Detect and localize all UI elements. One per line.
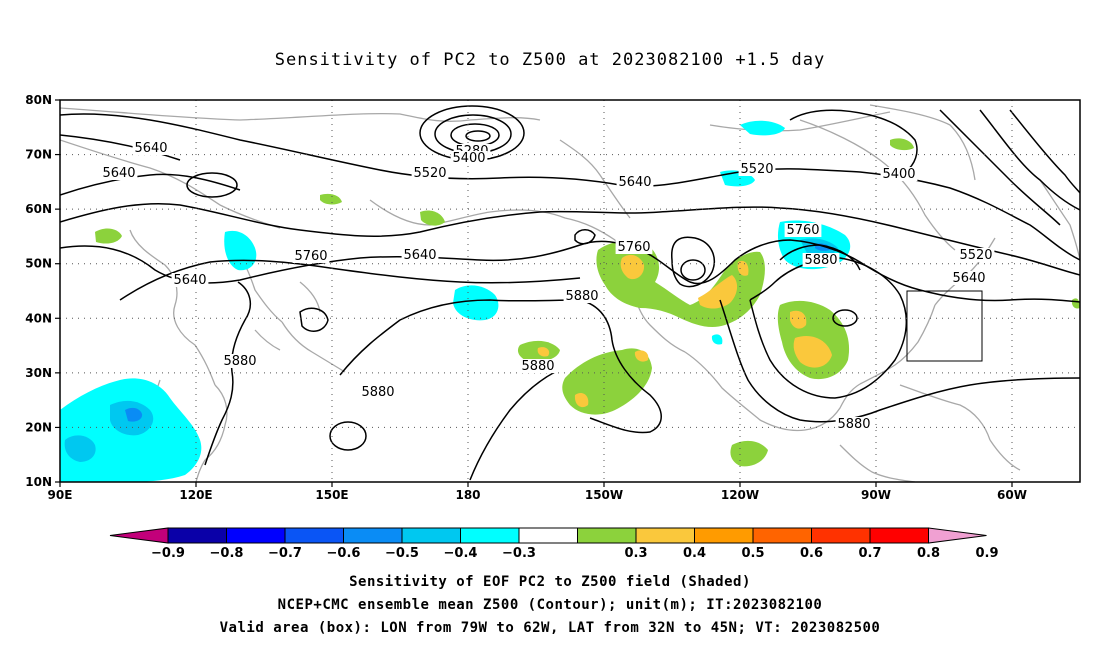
contour-label: 5880 [837, 417, 870, 432]
colorbar-segment [226, 527, 286, 544]
colorbar-label: 0.3 [624, 546, 647, 561]
colorbar-segment [460, 527, 520, 544]
lat-tick-label: 60N [25, 202, 52, 216]
colorbar-label: −0.7 [268, 546, 302, 561]
contour-label: 5640 [618, 175, 651, 190]
colorbar-label: 0.8 [917, 546, 940, 561]
lat-tick-label: 50N [25, 257, 52, 271]
lon-tick-label: 180 [455, 488, 480, 502]
lon-tick-label: 120W [721, 488, 759, 502]
colorbar-segment [401, 527, 461, 544]
colorbar-segment [167, 527, 227, 544]
contour-label: 5520 [959, 248, 992, 263]
valid-area-box [906, 290, 983, 362]
sensitivity-shading [60, 120, 1080, 482]
contour-label: 5400 [882, 167, 915, 182]
contour-label: 5400 [452, 151, 485, 166]
contour-label: 5880 [223, 354, 256, 369]
colorbar-label: 0.7 [858, 546, 881, 561]
chart-title: Sensitivity of PC2 to Z500 at 2023082100… [274, 50, 826, 70]
lat-tick-label: 70N [25, 148, 52, 162]
colorbar-segment [284, 527, 344, 544]
colorbar-segment [577, 527, 637, 544]
contour-label: 5880 [521, 359, 554, 374]
colorbar-label: −0.3 [502, 546, 536, 561]
contour-label: 5520 [740, 162, 773, 177]
lon-tick-label: 60W [997, 488, 1027, 502]
contour-label: 5880 [804, 253, 837, 268]
colorbar-segment [518, 527, 578, 544]
lat-tick-label: 20N [25, 420, 52, 434]
colorbar-label: 0.5 [741, 546, 764, 561]
colorbar-label: 0.9 [975, 546, 998, 561]
colorbar-label: −0.5 [385, 546, 419, 561]
contour-label: 5880 [361, 385, 394, 400]
lon-tick-label: 90W [861, 488, 891, 502]
caption-line-1: Sensitivity of EOF PC2 to Z500 field (Sh… [349, 574, 751, 590]
lat-axis: 80N 70N 60N 50N 40N 30N 20N 10N [25, 93, 60, 489]
lon-tick-label: 90E [48, 488, 73, 502]
map-plot-area [60, 104, 1080, 482]
colorbar-label: 0.4 [683, 546, 706, 561]
coastlines [60, 104, 1080, 482]
colorbar-segment [635, 527, 695, 544]
contour-label: 5880 [565, 289, 598, 304]
lon-tick-label: 150E [315, 488, 348, 502]
lat-tick-label: 40N [25, 311, 52, 325]
colorbar-label: −0.6 [327, 546, 361, 561]
contour-label: 5520 [413, 166, 446, 181]
caption-line-2: NCEP+CMC ensemble mean Z500 (Contour); u… [277, 597, 823, 613]
contour-labels: 5640564056405280540055205640552054005760… [100, 141, 995, 432]
colorbar-right-arrow [928, 527, 987, 544]
contour-label: 5640 [102, 166, 135, 181]
colorbar-segment [343, 527, 403, 544]
colorbar-segment [752, 527, 812, 544]
contour-label: 5760 [294, 249, 327, 264]
contour-label: 5640 [403, 248, 436, 263]
lon-axis: 90E 120E 150E 180 150W 120W 90W 60W [48, 482, 1027, 502]
lon-tick-label: 150W [585, 488, 623, 502]
colorbar: −0.9 −0.8 −0.7 −0.6 −0.5 −0.4 −0.3 0.3 0.4 0.5 0.6… [109, 527, 999, 561]
contour-label: 5760 [786, 223, 819, 238]
contour-label: 5640 [173, 273, 206, 288]
contour-label: 5640 [134, 141, 167, 156]
z500-contours [60, 105, 1080, 481]
lat-tick-label: 80N [25, 93, 52, 107]
lat-tick-label: 30N [25, 366, 52, 380]
map-gridlines [60, 100, 1080, 482]
colorbar-segment [694, 527, 754, 544]
contour-label: 5760 [617, 240, 650, 255]
colorbar-label: −0.9 [151, 546, 185, 561]
map-frame [59, 99, 1081, 483]
colorbar-segment [869, 527, 929, 544]
colorbar-label: −0.8 [210, 546, 244, 561]
colorbar-left-arrow [109, 527, 169, 544]
contour-label: 5640 [952, 271, 985, 286]
lon-tick-label: 120E [179, 488, 212, 502]
caption-line-3: Valid area (box): LON from 79W to 62W, L… [219, 620, 881, 636]
colorbar-label: −0.4 [444, 546, 478, 561]
lat-tick-label: 10N [25, 475, 52, 489]
colorbar-label: 0.6 [800, 546, 823, 561]
colorbar-segment [811, 527, 871, 544]
